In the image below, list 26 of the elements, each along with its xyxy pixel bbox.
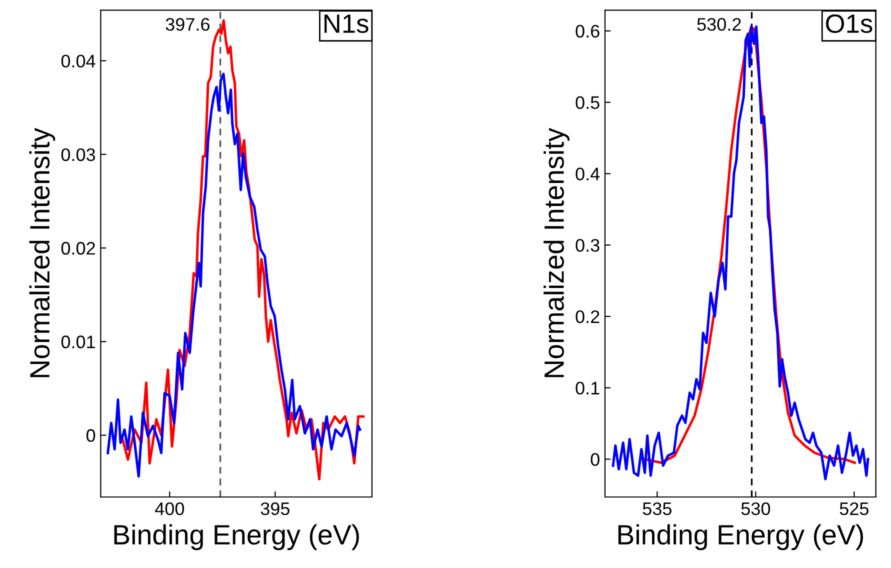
y-tick-label: 0.01 bbox=[61, 336, 95, 348]
line-series bbox=[106, 72, 362, 478]
y-tick-label: 0.02 bbox=[61, 242, 95, 255]
ref-line-label: 530.2 bbox=[697, 18, 741, 31]
y-tick-label: 0.5 bbox=[576, 96, 600, 110]
y-tick-label: 0.2 bbox=[576, 310, 600, 324]
y-axis-title: Normalized Intensity bbox=[29, 128, 56, 378]
x-tick-label: 400 bbox=[155, 502, 184, 516]
x-tick-label: 525 bbox=[840, 502, 868, 516]
chart-title: N1s bbox=[324, 14, 368, 34]
chart-title: O1s bbox=[826, 14, 872, 34]
y-tick-label: 0 bbox=[590, 453, 600, 466]
y-tick-label: 0.04 bbox=[61, 54, 96, 68]
y-tick-label: 0.3 bbox=[576, 238, 600, 252]
y-tick-label: 0.4 bbox=[576, 168, 600, 180]
x-axis-title: Binding Energy (eV) bbox=[114, 524, 359, 550]
x-tick-label: 535 bbox=[642, 502, 672, 516]
y-tick-label: 0.1 bbox=[576, 382, 600, 395]
ref-line-label: 397.6 bbox=[166, 18, 210, 31]
x-tick-label: 530 bbox=[741, 502, 770, 516]
y-tick-label: 0.03 bbox=[61, 148, 96, 162]
y-tick-label: 0 bbox=[86, 429, 96, 442]
y-tick-label: 0.6 bbox=[576, 24, 600, 38]
x-axis-title: Binding Energy (eV) bbox=[618, 524, 863, 550]
x-tick-label: 395 bbox=[260, 502, 290, 516]
y-axis-title: Normalized Intensity bbox=[544, 128, 570, 378]
